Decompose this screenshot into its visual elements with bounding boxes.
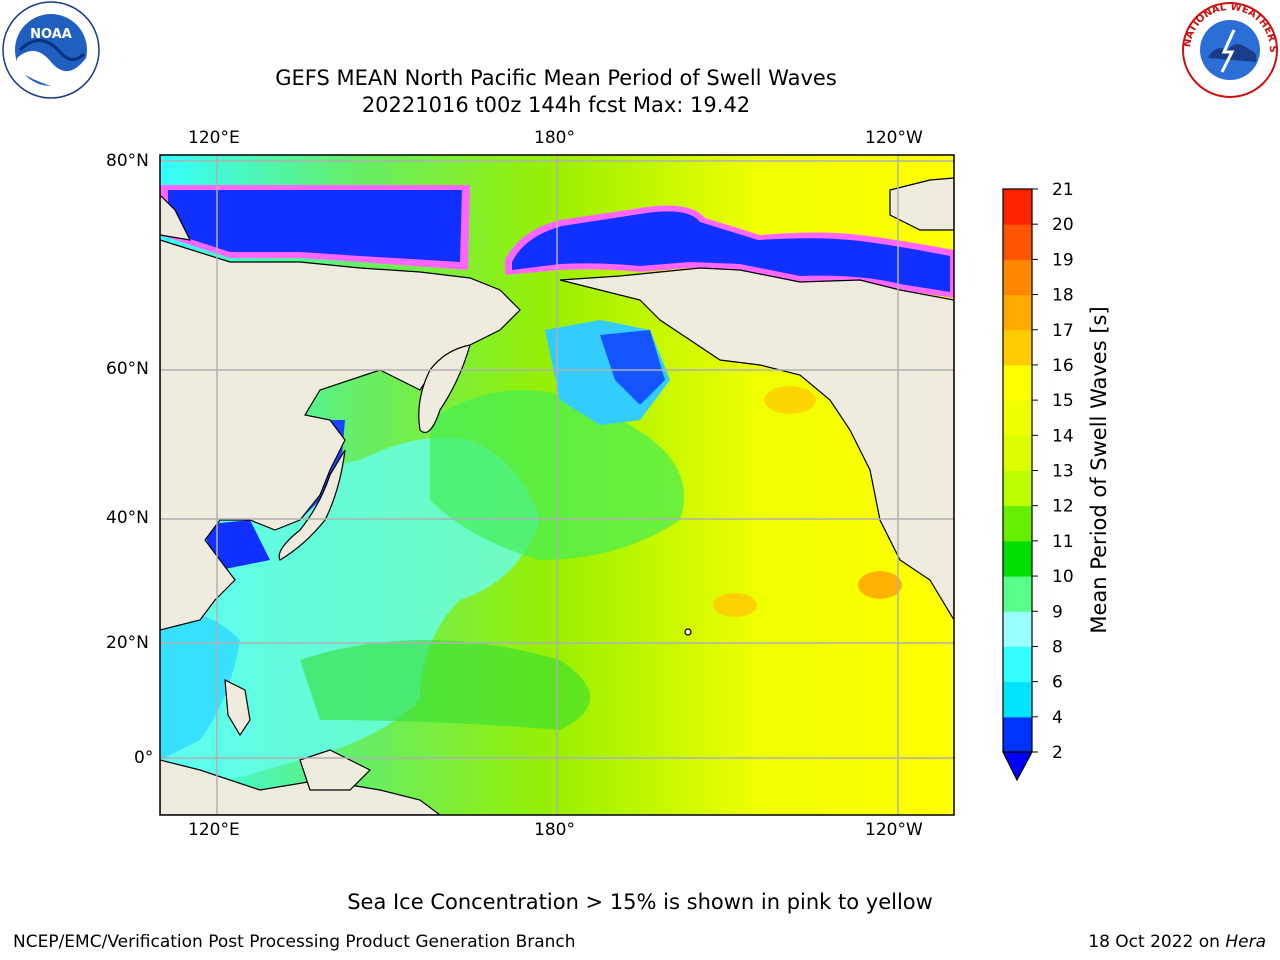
colorbar-label: Mean Period of Swell Waves [s]: [1087, 306, 1111, 633]
map-field: [160, 155, 954, 815]
colorbar-segment: [1003, 576, 1032, 612]
colorbar-segment: [1003, 435, 1032, 471]
colorbar-segment: [1003, 189, 1032, 225]
colorbar-segment: [1003, 329, 1032, 366]
credit-text: NCEP/EMC/Verification Post Processing Pr…: [13, 932, 576, 952]
lon-label-top-120e: 120°E: [188, 128, 240, 148]
colorbar-segment: [1003, 540, 1032, 577]
colorbar-segment: [1003, 611, 1032, 647]
lon-label-top-180: 180°: [534, 128, 575, 148]
lat-label-0: 0°: [134, 748, 154, 768]
colorbar-tick-label: 9: [1052, 602, 1063, 622]
colorbar-tick-label: 18: [1052, 286, 1074, 306]
colorbar-segment: [1003, 505, 1032, 542]
colorbar-segment: [1003, 294, 1032, 331]
lat-label-20n: 20°N: [106, 633, 149, 653]
nws-logo: NATIONAL WEATHER SERVICE: [1178, 0, 1278, 98]
lon-label-top-120w: 120°W: [865, 128, 923, 148]
colorbar-segment: [1003, 259, 1032, 296]
run-date: 18 Oct 2022 on Hera: [1088, 932, 1266, 952]
lat-label-40n: 40°N: [106, 508, 149, 528]
colorbar-tick-label: 13: [1052, 462, 1074, 482]
map-frame: [159, 154, 955, 816]
lon-label-bottom-120w: 120°W: [865, 820, 923, 840]
colorbar-tick-label: 12: [1052, 497, 1074, 517]
colorbar-tick-label: 17: [1052, 321, 1074, 341]
sea-ice-note: Sea Ice Concentration > 15% is shown in …: [347, 890, 933, 914]
machine-name: Hera: [1225, 932, 1266, 952]
colorbar-tick-label: 20: [1052, 215, 1074, 235]
colorbar-segment: [1003, 646, 1032, 683]
colorbar-tick-label: 8: [1052, 637, 1063, 657]
lon-label-bottom-120e: 120°E: [188, 820, 240, 840]
colorbar-segment: [1003, 400, 1032, 436]
colorbar-tick-label: 16: [1052, 356, 1074, 376]
colorbar-segment: [1003, 470, 1032, 507]
colorbar-segment: [1003, 681, 1032, 718]
lat-label-60n: 60°N: [106, 359, 149, 379]
colorbar-tick-label: 14: [1052, 426, 1074, 446]
land: [160, 177, 954, 815]
colorbar-tick-label: 11: [1052, 532, 1074, 552]
noaa-logo-text: NOAA: [30, 27, 72, 42]
colorbar-segment: [1003, 364, 1032, 401]
colorbar-extend-triangle: [1002, 751, 1034, 782]
colorbar-tick-label: 15: [1052, 391, 1074, 411]
colorbar-tick-label: 6: [1052, 673, 1063, 693]
colorbar-tick-label: 2: [1052, 743, 1063, 763]
colorbar-tick-label: 4: [1052, 708, 1063, 728]
run-date-text: 18 Oct 2022 on: [1088, 932, 1226, 952]
colorbar-tick-label: 10: [1052, 567, 1074, 587]
colorbar-segment: [1003, 716, 1032, 753]
colorbar-segment: [1003, 224, 1032, 260]
chart-subtitle: 20221016 t00z 144h fcst Max: 19.42: [361, 93, 751, 117]
lat-label-80n: 80°N: [106, 151, 149, 171]
graticule: [160, 155, 954, 815]
lon-label-bottom-180: 180°: [534, 820, 575, 840]
noaa-logo: NOAA: [2, 1, 100, 99]
chart-title: GEFS MEAN North Pacific Mean Period of S…: [275, 66, 837, 90]
colorbar-tick-label: 19: [1052, 250, 1074, 270]
colorbar-tick-label: 21: [1052, 180, 1074, 200]
